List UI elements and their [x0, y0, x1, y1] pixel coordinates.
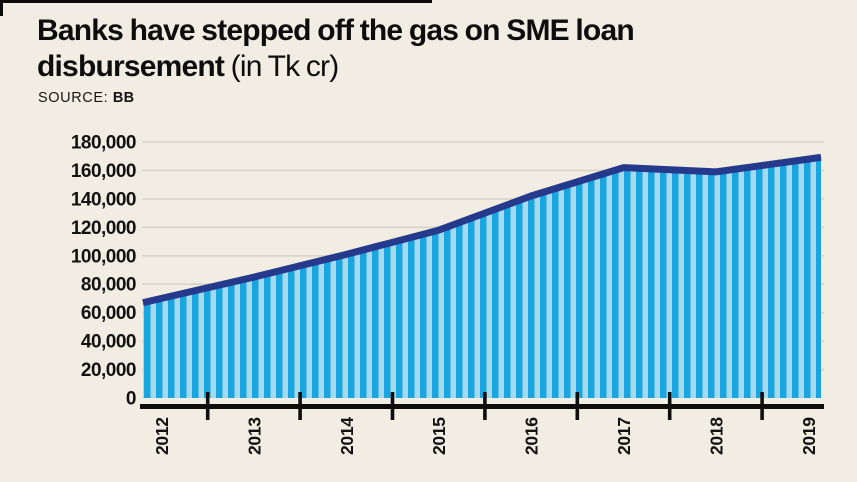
x-axis-label: 2016 — [522, 417, 542, 455]
y-axis-label: 100,000 — [71, 246, 136, 267]
chart-title-line1: Banks have stepped off the gas on SME lo… — [37, 14, 635, 47]
x-axis-tick — [483, 392, 487, 420]
x-axis-tick — [298, 392, 302, 420]
source-value: BB — [112, 90, 135, 106]
chart-title-line2-bold: disbursement — [37, 50, 225, 83]
area-fill — [143, 157, 821, 398]
y-axis-label: 180,000 — [71, 133, 136, 154]
y-axis-label: 40,000 — [81, 332, 136, 353]
chart-title-units: (in Tk cr) — [224, 50, 340, 83]
y-axis-label: 160,000 — [71, 161, 136, 182]
y-axis-label: 120,000 — [71, 218, 136, 239]
x-axis-label: 2014 — [337, 417, 357, 455]
x-axis-tick — [205, 392, 210, 420]
trend-line — [142, 153, 822, 307]
x-axis-label: 2018 — [706, 417, 726, 455]
x-axis-line — [140, 404, 824, 409]
y-axis-label: 60,000 — [81, 303, 136, 324]
y-axis-label: 80,000 — [81, 275, 136, 296]
x-axis-tick — [575, 392, 580, 420]
y-axis-label: 20,000 — [81, 360, 136, 381]
x-axis-tick — [390, 392, 395, 420]
y-axis-label: 0 — [126, 389, 136, 410]
x-axis-label: 2019 — [799, 417, 819, 455]
x-axis-label: 2017 — [614, 417, 634, 455]
source-line: SOURCE: BB — [38, 90, 134, 106]
chart-title: Banks have stepped off the gas on SME lo… — [37, 13, 837, 85]
page-top-border — [0, 0, 432, 3]
x-axis-label: 2012 — [152, 417, 172, 455]
x-axis-tick — [760, 392, 764, 420]
page-left-border — [0, 0, 3, 16]
x-axis-label: 2015 — [429, 417, 449, 455]
x-axis-label: 2013 — [244, 417, 264, 455]
source-label: SOURCE: — [38, 90, 109, 106]
y-axis-label: 140,000 — [71, 189, 136, 210]
x-axis-tick — [667, 392, 672, 420]
